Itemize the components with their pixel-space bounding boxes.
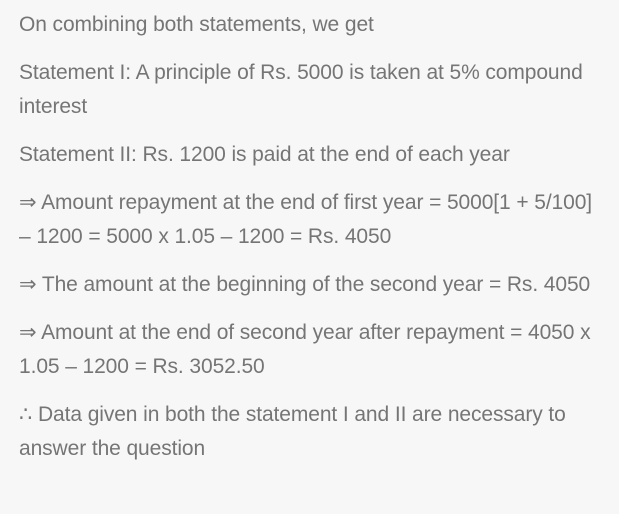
statement-two-text: Statement II: Rs. 1200 is paid at the en…: [19, 143, 510, 166]
second-year-end-calculation: ⇒ Amount at the end of second year after…: [19, 321, 591, 378]
intro-text: On combining both statements, we get: [19, 13, 374, 36]
conclusion-text: ∴ Data given in both the statement I and…: [19, 403, 566, 460]
first-year-calculation: ⇒ Amount repayment at the end of first y…: [19, 191, 593, 248]
second-year-beginning-amount: ⇒ The amount at the beginning of the sec…: [19, 273, 591, 296]
statement-one-text: Statement I: A principle of Rs. 5000 is …: [19, 61, 583, 118]
